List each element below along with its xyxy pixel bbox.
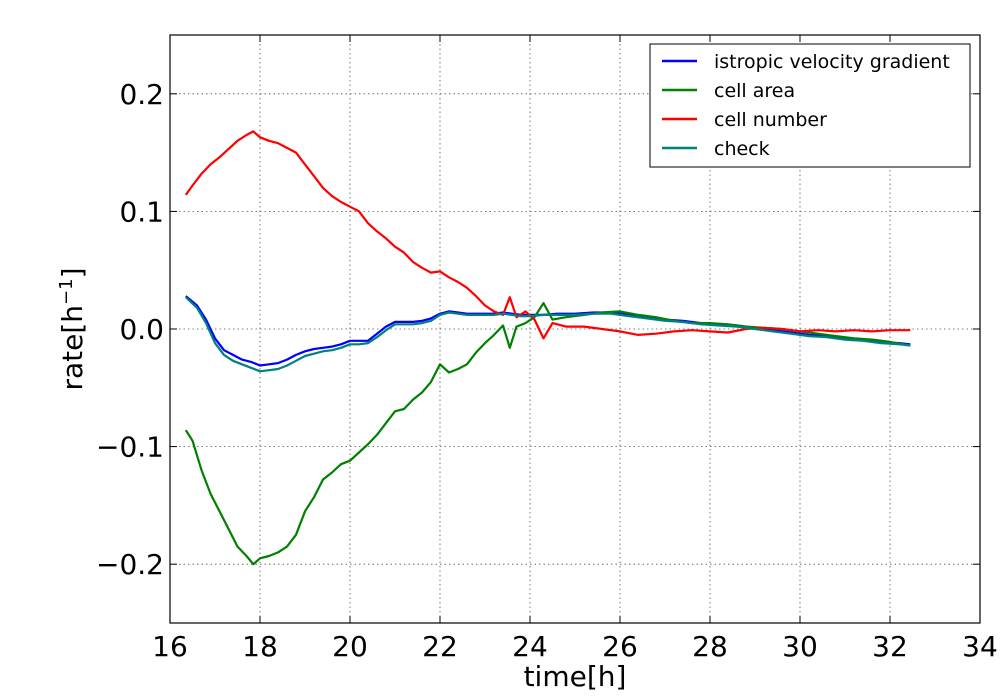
series-lines: [184, 130, 911, 566]
y-axis-title-suffix: ]: [56, 267, 89, 278]
x-tick-label: 24: [512, 630, 548, 663]
x-tick-label: 32: [872, 630, 908, 663]
legend-label: cell number: [714, 109, 827, 131]
x-axis-title: time[h]: [524, 660, 627, 693]
x-tick-label: 22: [422, 630, 458, 663]
x-tick-label: 18: [242, 630, 278, 663]
y-tick-label: 0.1: [119, 195, 164, 228]
series-line-2: [184, 130, 911, 340]
x-tick-label: 16: [152, 630, 188, 663]
x-tick-label: 20: [332, 630, 368, 663]
legend-label: check: [714, 138, 770, 160]
legend-label: istropic velocity gradient: [714, 51, 950, 73]
x-tick-label: 34: [962, 630, 998, 663]
x-tick-label: 28: [692, 630, 728, 663]
y-tick-label: 0.2: [119, 78, 164, 111]
legend-label: cell area: [714, 80, 795, 102]
axis-ticks: 16 18 20 22 24 26 28 30 32 34 −0.2 −0.1 0.0 0.1 0.2: [96, 35, 998, 663]
legend: istropic velocity gradient cell area cell …: [649, 43, 971, 168]
y-axis-title: rate[h−1]: [56, 267, 90, 390]
y-tick-label: −0.2: [96, 548, 164, 581]
y-axis-title-prefix: rate[h: [56, 305, 89, 391]
legend-box: [649, 43, 971, 168]
series-line-1: [184, 302, 911, 566]
y-axis-title-exponent: −1: [56, 278, 77, 305]
x-tick-label: 26: [602, 630, 638, 663]
y-tick-label: 0.0: [119, 313, 164, 346]
x-tick-label: 30: [782, 630, 818, 663]
y-tick-label: −0.1: [96, 431, 164, 464]
series-line-3: [185, 296, 911, 373]
